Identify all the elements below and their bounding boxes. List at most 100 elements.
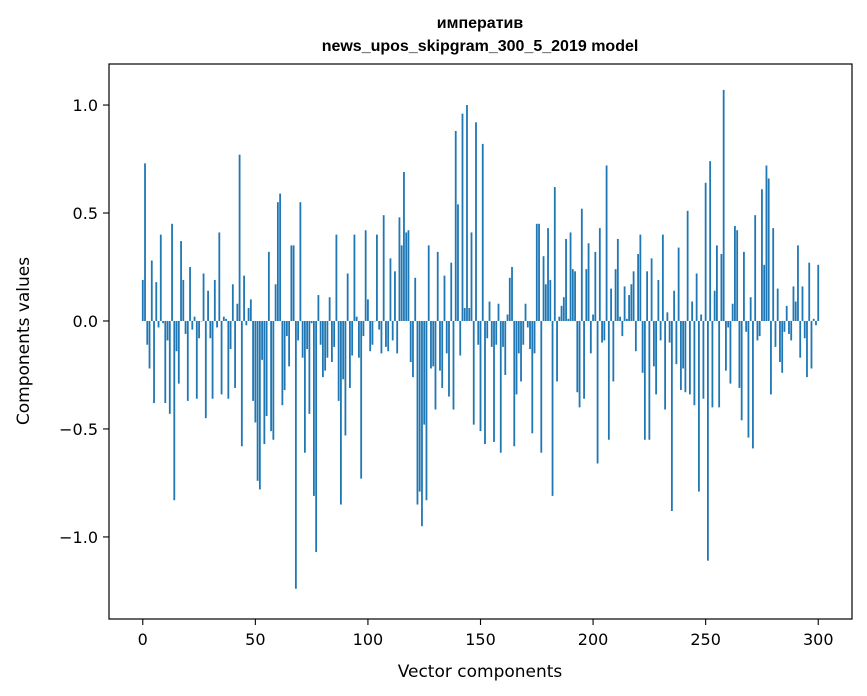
bar	[716, 245, 718, 321]
bar	[396, 320, 399, 354]
bar	[722, 89, 725, 321]
bar	[747, 320, 750, 438]
bar	[400, 245, 403, 321]
bar	[702, 320, 705, 399]
bar	[801, 286, 804, 321]
bar	[387, 320, 390, 352]
bar	[216, 320, 218, 328]
bar	[385, 320, 387, 347]
bar	[788, 320, 790, 334]
bar	[632, 271, 635, 321]
bar	[524, 303, 527, 321]
bar	[684, 320, 687, 393]
bar	[202, 273, 205, 321]
bar	[806, 320, 808, 378]
bar	[637, 254, 640, 321]
bar	[351, 320, 354, 356]
bar	[657, 279, 660, 321]
bar	[421, 320, 423, 527]
bar	[727, 320, 730, 328]
bar	[652, 320, 655, 367]
y-tick-label: 0.0	[73, 312, 98, 331]
bar	[610, 288, 612, 321]
bar	[783, 320, 786, 332]
bar	[533, 320, 536, 354]
bar	[650, 258, 653, 321]
bar	[547, 228, 549, 321]
x-tick-label: 100	[353, 630, 384, 649]
bar	[666, 312, 669, 321]
bar	[508, 277, 511, 321]
bar	[513, 320, 516, 447]
bar	[306, 320, 309, 350]
bar	[763, 264, 766, 321]
bar	[587, 243, 590, 321]
bar	[333, 320, 336, 347]
bar	[355, 316, 358, 321]
bar	[544, 284, 547, 321]
bar	[517, 320, 520, 354]
bar	[247, 308, 250, 321]
bar	[297, 320, 300, 341]
x-ticks: 0 50 100 150 200 250 300	[138, 619, 834, 649]
bar	[144, 163, 146, 321]
bar	[594, 251, 597, 321]
bar	[486, 320, 489, 339]
bar	[184, 320, 187, 334]
bar	[254, 320, 257, 423]
bar	[734, 225, 736, 321]
bar	[443, 275, 446, 321]
bar	[153, 320, 155, 404]
bar	[630, 284, 633, 321]
bars-group	[141, 89, 820, 589]
bar	[166, 320, 169, 341]
bar	[567, 318, 570, 321]
bar	[175, 320, 178, 352]
bar	[641, 320, 644, 373]
bar	[290, 245, 293, 321]
bar	[441, 320, 444, 388]
bar	[340, 320, 342, 505]
bar	[576, 320, 579, 393]
bar	[614, 269, 617, 321]
bar	[213, 279, 216, 321]
bar	[770, 320, 772, 395]
bar	[171, 223, 173, 321]
bar	[481, 143, 484, 321]
bar	[679, 320, 682, 391]
bar	[607, 320, 610, 440]
bar	[425, 320, 428, 501]
bar	[207, 290, 209, 321]
bar	[407, 230, 410, 321]
bar	[659, 320, 662, 341]
bar	[380, 320, 383, 354]
y-axis-label: Components values	[14, 257, 34, 425]
bar	[490, 320, 493, 347]
bar	[283, 320, 286, 391]
bar	[195, 320, 198, 399]
bar	[502, 320, 504, 347]
bar	[531, 320, 534, 434]
bar	[772, 228, 775, 321]
bar	[371, 320, 374, 345]
bar	[225, 318, 227, 321]
bar	[331, 320, 333, 363]
bar	[204, 320, 207, 419]
bar	[488, 301, 491, 321]
bar	[776, 288, 779, 321]
bar	[565, 238, 567, 321]
bar	[794, 301, 797, 321]
bar	[403, 171, 405, 321]
bar	[360, 320, 363, 479]
bar	[452, 320, 455, 410]
bar	[285, 320, 288, 337]
bar	[758, 320, 761, 337]
bar	[353, 234, 356, 321]
bar	[646, 271, 649, 321]
bar	[394, 271, 396, 321]
bar	[740, 320, 743, 421]
chart-title: императив	[437, 15, 524, 32]
bar	[472, 320, 475, 425]
bar	[423, 320, 426, 425]
bar	[391, 320, 394, 341]
